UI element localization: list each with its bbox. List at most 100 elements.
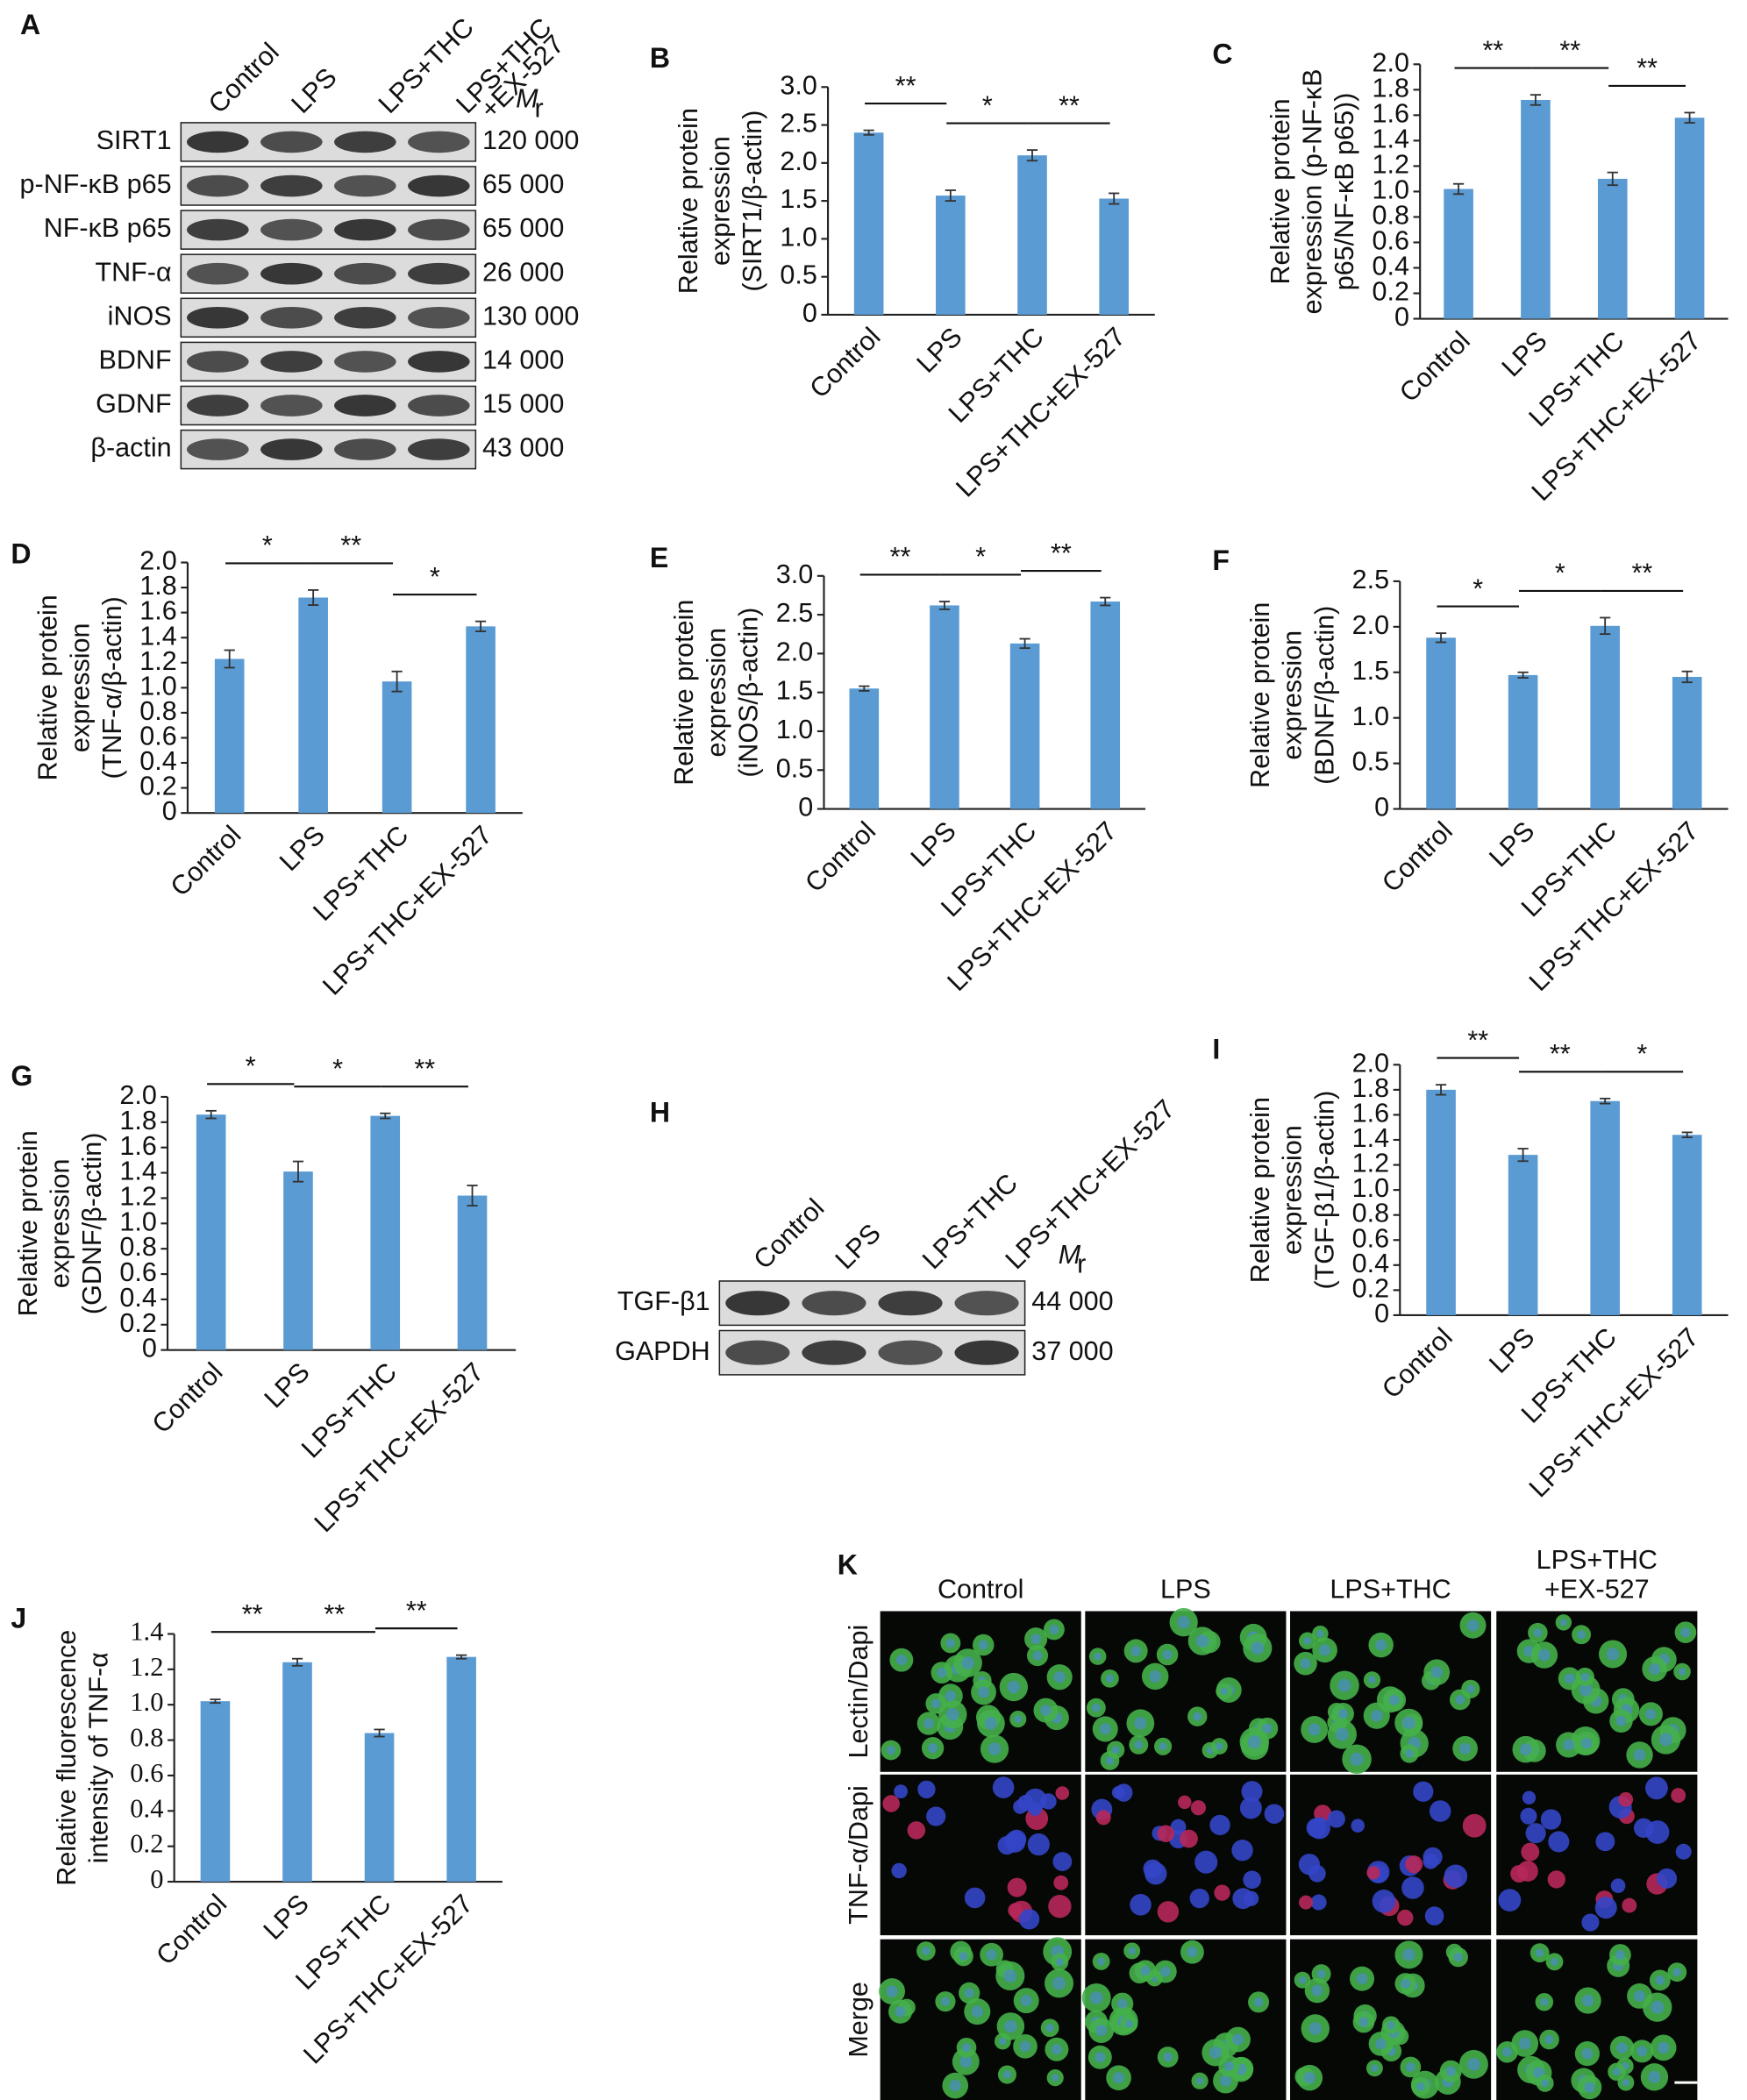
nucleus xyxy=(1303,2071,1316,2084)
cell xyxy=(1180,1829,1198,1848)
cell xyxy=(1231,1840,1253,1862)
x-tick-label: LPS xyxy=(1484,816,1541,873)
bar xyxy=(466,626,496,814)
nucleus xyxy=(1389,1695,1400,1705)
blot-band xyxy=(408,306,470,329)
blot-band xyxy=(187,306,249,329)
cell xyxy=(882,1795,900,1812)
nucleus xyxy=(1337,1678,1351,1692)
bar xyxy=(196,1114,226,1350)
nucleus xyxy=(949,2079,961,2092)
nucleus xyxy=(1020,1995,1032,2007)
cell xyxy=(1540,1809,1562,1830)
nucleus xyxy=(1581,1994,1594,2007)
y-tick-label: 0 xyxy=(1394,303,1409,332)
panel-label: E xyxy=(650,542,668,573)
nucleus xyxy=(1159,1966,1171,1977)
cell xyxy=(1521,1842,1540,1862)
y-tick-label: 2.5 xyxy=(780,109,816,139)
nucleus xyxy=(1577,1630,1587,1640)
nucleus xyxy=(1095,2052,1106,2063)
y-tick-label: 0.4 xyxy=(1352,1249,1389,1278)
nucleus xyxy=(1519,1743,1532,1756)
bar xyxy=(1009,643,1040,809)
significance-label: ** xyxy=(1467,1025,1488,1055)
cell xyxy=(1397,1909,1414,1926)
panel-label: C xyxy=(1212,39,1232,70)
bar xyxy=(214,658,245,814)
blot-band xyxy=(334,395,396,416)
bar xyxy=(1672,1135,1702,1315)
protein-label: GAPDH xyxy=(615,1336,710,1366)
y-tick-label: 0.6 xyxy=(139,722,176,751)
nucleus xyxy=(1117,1998,1128,2009)
nucleus xyxy=(978,1686,990,1698)
nucleus xyxy=(1311,1984,1323,1997)
cell xyxy=(926,1806,946,1826)
nucleus xyxy=(1430,1666,1443,1678)
nucleus xyxy=(1232,2033,1244,2046)
panel-label: D xyxy=(11,537,31,569)
y-tick-label: 2.0 xyxy=(776,637,813,666)
blot-band xyxy=(802,1340,866,1365)
nucleus xyxy=(1612,2068,1621,2076)
y-axis-label: expression xyxy=(702,628,731,758)
nucleus xyxy=(1358,2017,1369,2027)
nucleus xyxy=(1308,1723,1321,1736)
x-tick-label: LPS xyxy=(259,1357,316,1414)
y-tick-label: 2.0 xyxy=(780,146,816,176)
blot-band xyxy=(187,131,249,153)
cell xyxy=(1306,1818,1326,1838)
nucleus xyxy=(1095,2025,1108,2037)
nucleus xyxy=(1466,1619,1480,1632)
cell xyxy=(1027,1833,1050,1856)
nucleus xyxy=(1606,1648,1620,1661)
y-axis-label: expression xyxy=(45,1158,75,1288)
y-tick-label: 0.2 xyxy=(139,772,176,801)
nucleus xyxy=(1030,1634,1041,1645)
column-label: LPS+THC xyxy=(1330,1575,1451,1605)
y-tick-label: 0 xyxy=(1374,793,1389,822)
nucleus xyxy=(961,2043,972,2053)
cell xyxy=(1595,1832,1615,1852)
y-axis-label: Relative fluorescence xyxy=(52,1630,82,1886)
nucleus xyxy=(1298,1975,1307,1984)
blot-band xyxy=(187,174,249,197)
nucleus xyxy=(1658,2041,1670,2054)
nucleus xyxy=(1335,1727,1349,1741)
y-tick-label: 0 xyxy=(142,1334,157,1363)
nucleus xyxy=(971,2005,984,2018)
y-tick-label: 1.4 xyxy=(139,621,176,651)
cell xyxy=(1239,1797,1262,1819)
cell xyxy=(1444,1864,1468,1889)
blot-band xyxy=(334,131,396,153)
nucleus xyxy=(1055,1958,1064,1967)
nucleus xyxy=(945,1638,956,1648)
y-axis-label: intensity of TNF-α xyxy=(84,1652,114,1863)
nucleus xyxy=(1518,2037,1531,2050)
nucleus xyxy=(1672,1968,1682,1977)
nucleus xyxy=(1052,1976,1066,1990)
nucleus xyxy=(1105,1756,1115,1765)
cell xyxy=(1581,1913,1600,1932)
nucleus xyxy=(1615,1715,1627,1726)
cell xyxy=(1214,1884,1230,1901)
y-tick-label: 1.8 xyxy=(1373,73,1409,103)
y-axis-label: Relative protein xyxy=(1266,98,1295,284)
y-tick-label: 1.5 xyxy=(780,184,816,214)
y-tick-label: 0.4 xyxy=(1373,252,1409,281)
nucleus xyxy=(1466,1684,1475,1694)
x-tick-label: Control xyxy=(804,322,887,404)
cell xyxy=(1498,1889,1522,1912)
bar xyxy=(446,1656,476,1883)
protein-label: SIRT1 xyxy=(96,125,172,155)
nucleus xyxy=(1466,2057,1480,2071)
nucleus xyxy=(1253,1997,1264,2007)
nucleus xyxy=(1551,1957,1558,1966)
nucleus xyxy=(886,1985,898,1997)
cell xyxy=(1366,1866,1380,1880)
protein-label: TGF-β1 xyxy=(617,1286,710,1316)
nucleus xyxy=(1113,2072,1125,2084)
nucleus xyxy=(1105,1674,1115,1683)
